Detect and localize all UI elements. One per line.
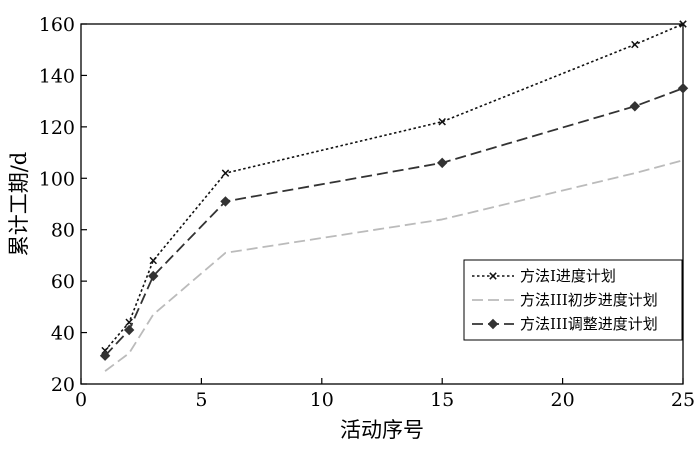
series-1-point xyxy=(221,169,230,177)
x-tick-label: 5 xyxy=(195,389,207,411)
x-tick-label: 25 xyxy=(671,389,695,411)
series-3-point xyxy=(220,196,231,207)
y-axis-title: 累计工期/d xyxy=(7,152,31,257)
series-1-point xyxy=(149,256,157,265)
y-tick-label: 100 xyxy=(39,168,75,190)
legend-marker xyxy=(487,318,499,330)
series-1-point xyxy=(679,20,687,28)
series-2 xyxy=(104,159,684,372)
series-2-line xyxy=(104,159,684,372)
legend-box xyxy=(463,259,683,341)
series-1-point xyxy=(631,40,639,49)
y-tick-label: 160 xyxy=(39,14,75,36)
legend-label: 方法I进度计划 xyxy=(520,267,616,285)
series-3-point xyxy=(148,270,159,282)
series-3-point xyxy=(123,324,135,336)
y-axis-ticks: 20 40 60 80 100 120 140 160 xyxy=(39,14,87,396)
x-axis-ticks: 0 5 10 15 20 25 xyxy=(75,378,695,411)
series-layer xyxy=(99,20,689,372)
x-axis-title: 活动序号 xyxy=(340,418,424,442)
y-tick-label: 120 xyxy=(39,117,75,139)
series-3-point xyxy=(436,157,448,169)
series-3-point xyxy=(629,101,641,112)
legend-label: 方法III调整进度计划 xyxy=(520,315,658,333)
x-tick-label: 15 xyxy=(430,389,454,411)
legend-label: 方法III初步进度计划 xyxy=(520,291,658,309)
legend-entry-2: 方法III初步进度计划 xyxy=(472,291,658,309)
y-tick-label: 40 xyxy=(51,323,75,345)
series-3-point xyxy=(677,83,689,94)
y-tick-label: 140 xyxy=(39,65,75,87)
plot-area-border xyxy=(80,23,684,385)
legend-marker xyxy=(489,272,497,280)
legend-entry-1: 方法I进度计划 xyxy=(472,267,616,285)
series-3 xyxy=(99,83,689,361)
y-tick-label: 80 xyxy=(51,220,75,242)
legend-entry-3: 方法III调整进度计划 xyxy=(472,315,658,333)
x-tick-label: 10 xyxy=(310,389,334,411)
x-tick-label: 0 xyxy=(75,389,87,411)
plot-frame xyxy=(80,23,684,385)
y-tick-label: 20 xyxy=(51,374,75,396)
y-tick-label: 60 xyxy=(51,271,75,293)
series-1-point xyxy=(438,117,446,126)
x-tick-label: 20 xyxy=(551,389,575,411)
series-3-point xyxy=(99,350,111,361)
